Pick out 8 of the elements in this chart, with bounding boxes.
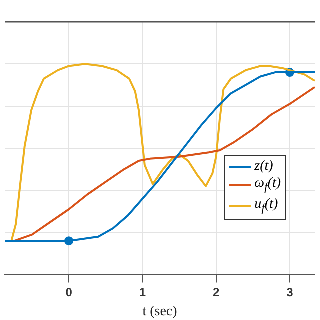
x-tick-label: 2 bbox=[212, 285, 220, 300]
legend-label: ω$_{f}$(t) bbox=[254, 175, 281, 196]
x-axis-title: t (sec) bbox=[142, 304, 178, 320]
x-tick-label: 1 bbox=[139, 285, 146, 300]
legend-label: u$_{f}$(t) bbox=[254, 196, 278, 217]
x-tick-label: 3 bbox=[286, 285, 294, 300]
legend-label: z(t) bbox=[254, 158, 274, 175]
x-tick-label: 0 bbox=[66, 285, 73, 300]
